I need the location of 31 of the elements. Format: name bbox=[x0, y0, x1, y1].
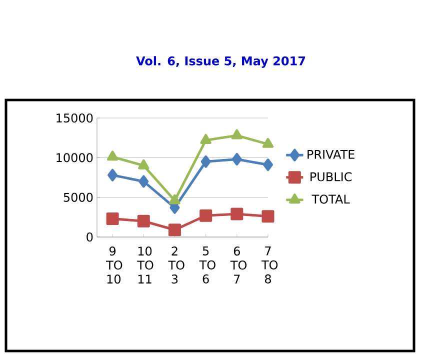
point bbox=[230, 208, 244, 220]
y-tick-label: 0 bbox=[86, 232, 93, 242]
point bbox=[262, 210, 274, 223]
legend-label: TOTAL bbox=[312, 194, 350, 204]
x-tick-label: 10 TO 11 bbox=[137, 246, 154, 284]
point bbox=[106, 212, 119, 226]
x-tick-label: 2 TO 3 bbox=[168, 246, 184, 284]
point bbox=[168, 224, 181, 236]
point bbox=[200, 209, 212, 222]
x-tick-label: 9 TO 10 bbox=[106, 246, 122, 284]
point bbox=[138, 175, 149, 188]
text: Vol. 6, Issue 5, May 2017 bbox=[136, 56, 306, 68]
y-tick-label: 10000 bbox=[56, 153, 93, 162]
point bbox=[200, 134, 212, 144]
point bbox=[262, 138, 274, 148]
x-tick-label: 5 TO 6 bbox=[199, 246, 216, 284]
point bbox=[169, 194, 180, 204]
point bbox=[263, 158, 273, 172]
point bbox=[106, 150, 118, 161]
point bbox=[108, 168, 118, 182]
legend-label: PUBLIC bbox=[310, 172, 352, 182]
point bbox=[200, 155, 211, 168]
point bbox=[138, 159, 150, 170]
y-tick-label: 5000 bbox=[64, 192, 93, 202]
legend-label: PRIVATE bbox=[308, 150, 354, 159]
point bbox=[231, 129, 242, 140]
point bbox=[232, 153, 242, 166]
point bbox=[137, 214, 150, 228]
x-tick-label: 7 TO 8 bbox=[261, 246, 278, 284]
x-tick-label: 6 TO 7 bbox=[230, 246, 247, 284]
y-tick-label: 15000 bbox=[56, 113, 93, 123]
